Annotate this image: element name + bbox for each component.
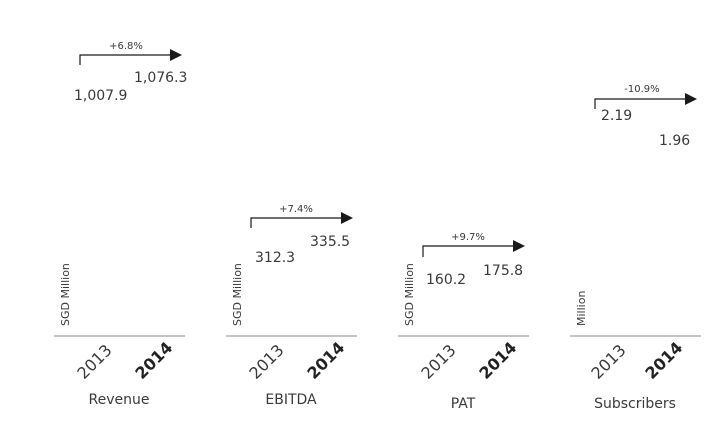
- value-label-2013: 312.3: [255, 250, 295, 266]
- unit-label: Million: [575, 291, 588, 326]
- panel-subscribers: Million 2013 2014 Subscribers -10.9% 2.1…: [570, 84, 701, 412]
- change-arrow: [79, 54, 170, 65]
- change-arrow: [250, 217, 341, 228]
- year-label-2013: 2013: [417, 341, 459, 383]
- value-label-2013: 2.19: [601, 108, 632, 124]
- year-label-2014: 2014: [303, 338, 348, 383]
- year-label-2013: 2013: [245, 341, 287, 383]
- value-label-2014: 175.8: [483, 263, 523, 279]
- change-label: -10.9%: [624, 84, 659, 95]
- value-label-2013: 1,007.9: [74, 88, 127, 104]
- year-label-2013: 2013: [587, 341, 629, 383]
- year-label-2014: 2014: [475, 338, 520, 383]
- value-label-2013: 160.2: [426, 272, 466, 288]
- change-arrow: [422, 245, 513, 257]
- category-title: Revenue: [89, 392, 150, 408]
- arrow-head-icon: [685, 93, 697, 105]
- category-title: EBITDA: [265, 392, 317, 408]
- value-label-2014: 1,076.3: [134, 70, 187, 86]
- category-title: PAT: [451, 396, 476, 412]
- year-label-2014: 2014: [641, 338, 686, 383]
- value-label-2014: 1.96: [659, 133, 690, 149]
- arrow-head-icon: [170, 49, 182, 61]
- category-title: Subscribers: [594, 396, 676, 412]
- value-label-2014: 335.5: [310, 234, 350, 250]
- change-arrow: [594, 98, 685, 109]
- panel-ebitda: SGD Million 2013 2014 EBITDA +7.4% 312.3…: [226, 204, 357, 408]
- year-label-2014: 2014: [131, 338, 176, 383]
- change-label: +7.4%: [279, 204, 313, 215]
- arrow-head-icon: [513, 240, 525, 252]
- unit-label: SGD Million: [403, 263, 416, 326]
- arrow-head-icon: [341, 212, 353, 224]
- panel-pat: SGD Million 2013 2014 PAT +9.7% 160.2 17…: [398, 232, 529, 412]
- panel-revenue: SGD Million 2013 2014 Revenue +6.8% 1,00…: [54, 41, 187, 408]
- change-label: +6.8%: [109, 41, 143, 52]
- change-label: +9.7%: [451, 232, 485, 243]
- unit-label: SGD Million: [231, 263, 244, 326]
- unit-label: SGD Million: [59, 263, 72, 326]
- year-label-2013: 2013: [73, 341, 115, 383]
